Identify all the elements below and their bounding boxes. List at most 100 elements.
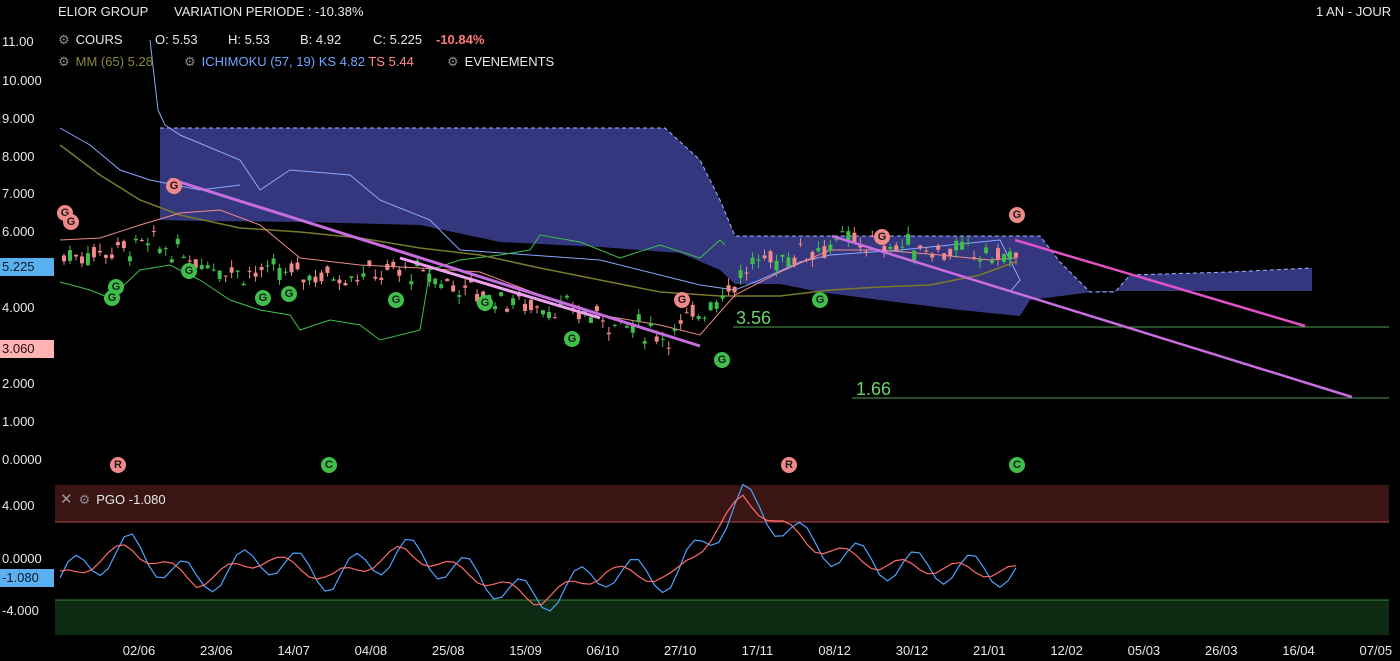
pgo-tick: 4.000 — [2, 498, 35, 513]
candle-body — [475, 294, 480, 302]
candle-body — [181, 256, 186, 259]
candle-body — [127, 256, 132, 262]
candle-body — [421, 270, 426, 272]
candle-body — [882, 245, 887, 254]
candle-body — [265, 265, 270, 267]
candle-body — [624, 325, 629, 328]
signal-marker[interactable]: G — [564, 331, 580, 347]
signal-marker[interactable]: G — [874, 229, 890, 245]
candle-body — [355, 279, 360, 282]
signal-marker[interactable]: G — [1009, 207, 1025, 223]
candle-body — [187, 260, 192, 262]
signal-marker[interactable]: G — [477, 295, 493, 311]
candle-body — [469, 280, 474, 283]
candle-body — [373, 276, 378, 279]
candle-body — [67, 250, 72, 261]
x-tick: 06/10 — [586, 643, 620, 658]
candle-body — [121, 241, 126, 249]
event-marker-c[interactable]: C — [321, 457, 337, 473]
candle-body — [714, 302, 719, 309]
candle-body — [115, 242, 120, 246]
candle-body — [307, 275, 312, 281]
period-selector[interactable]: 1 AN - JOUR — [1316, 4, 1392, 19]
gear-icon[interactable]: ⚙ — [184, 54, 196, 69]
current-price-tag: 5.225 — [0, 258, 54, 276]
ichimoku-label: ICHIMOKU (57, 19) — [201, 54, 316, 69]
candle-body — [942, 253, 947, 260]
trend-line-highlight — [399, 256, 601, 320]
x-tick: 02/06 — [122, 643, 156, 658]
candle-body — [163, 248, 168, 250]
gear-icon[interactable]: ⚙ — [78, 492, 91, 507]
candle-body — [175, 238, 180, 245]
mm-legend[interactable]: ⚙ MM (65) 5.28 — [58, 54, 153, 70]
close-icon[interactable]: ✕ — [60, 491, 73, 508]
x-tick: 12/02 — [1050, 643, 1083, 658]
pgo-value: -1.080 — [128, 492, 166, 507]
signal-marker[interactable]: G — [812, 292, 828, 308]
x-tick: 27/10 — [663, 643, 697, 658]
y-tick: 4.000 — [2, 300, 35, 315]
signal-marker[interactable]: G — [714, 352, 730, 368]
signal-marker[interactable]: G — [255, 290, 271, 306]
candle-body — [744, 272, 749, 274]
gear-icon[interactable]: ⚙ — [58, 54, 70, 69]
y-tick: 6.000 — [2, 224, 35, 239]
candle-body — [451, 285, 456, 292]
mm-65-line — [59, 144, 1016, 297]
ichimoku-legend[interactable]: ⚙ ICHIMOKU (57, 19) KS 4.82 TS 5.44 — [184, 54, 414, 70]
gear-icon[interactable]: ⚙ — [447, 54, 459, 69]
candle-body — [511, 298, 516, 306]
signal-marker[interactable]: G — [104, 290, 120, 306]
candle-body — [211, 269, 216, 271]
trend-line-resistance — [1014, 238, 1306, 328]
candle-body — [289, 263, 294, 273]
y-tick: 9.000 — [2, 111, 35, 126]
y-tick: 8.000 — [2, 149, 35, 164]
candle-body — [774, 260, 779, 271]
signal-marker[interactable]: G — [388, 292, 404, 308]
candle-body — [439, 284, 444, 288]
x-tick: 14/07 — [277, 643, 310, 658]
event-marker-c[interactable]: C — [1009, 457, 1025, 473]
candle-body — [792, 257, 797, 265]
signal-marker[interactable]: G — [281, 286, 297, 302]
candle-body — [193, 259, 198, 269]
candle-body — [157, 248, 162, 253]
signal-marker[interactable]: G — [181, 263, 197, 279]
candle-body — [379, 277, 384, 280]
event-marker-r[interactable]: R — [781, 457, 797, 473]
candle-body — [708, 302, 713, 311]
candle-body — [888, 246, 893, 249]
candle-body — [397, 269, 402, 276]
events-legend[interactable]: ⚙ EVENEMENTS — [447, 54, 554, 70]
candle-body — [91, 247, 96, 258]
signal-marker[interactable]: G — [166, 178, 182, 194]
candle-body — [936, 245, 941, 250]
pgo-legend[interactable]: ✕ ⚙ PGO -1.080 — [60, 490, 166, 508]
signal-marker[interactable]: G — [63, 214, 79, 230]
x-tick: 17/11 — [741, 643, 774, 658]
candle-body — [762, 255, 767, 259]
cours-legend[interactable]: ⚙ COURS — [58, 32, 123, 48]
event-marker-r[interactable]: R — [110, 457, 126, 473]
candle-body — [984, 247, 989, 253]
events-label: EVENEMENTS — [464, 54, 555, 69]
candle-body — [1002, 254, 1007, 262]
x-tick: 21/01 — [973, 643, 1006, 658]
candle-body — [391, 261, 396, 267]
gear-icon[interactable]: ⚙ — [58, 32, 70, 47]
x-tick: 23/06 — [200, 643, 233, 658]
candle-body — [636, 314, 641, 322]
candle-body — [229, 267, 234, 273]
candle-body — [367, 260, 372, 266]
candle-body — [552, 317, 557, 319]
candle-body — [588, 317, 593, 323]
signal-marker[interactable]: G — [674, 292, 690, 308]
candle-body — [1014, 252, 1018, 258]
candle-body — [427, 273, 432, 283]
y-tick: 1.000 — [2, 414, 35, 429]
candle-body — [972, 257, 977, 259]
candle-body — [481, 291, 486, 297]
